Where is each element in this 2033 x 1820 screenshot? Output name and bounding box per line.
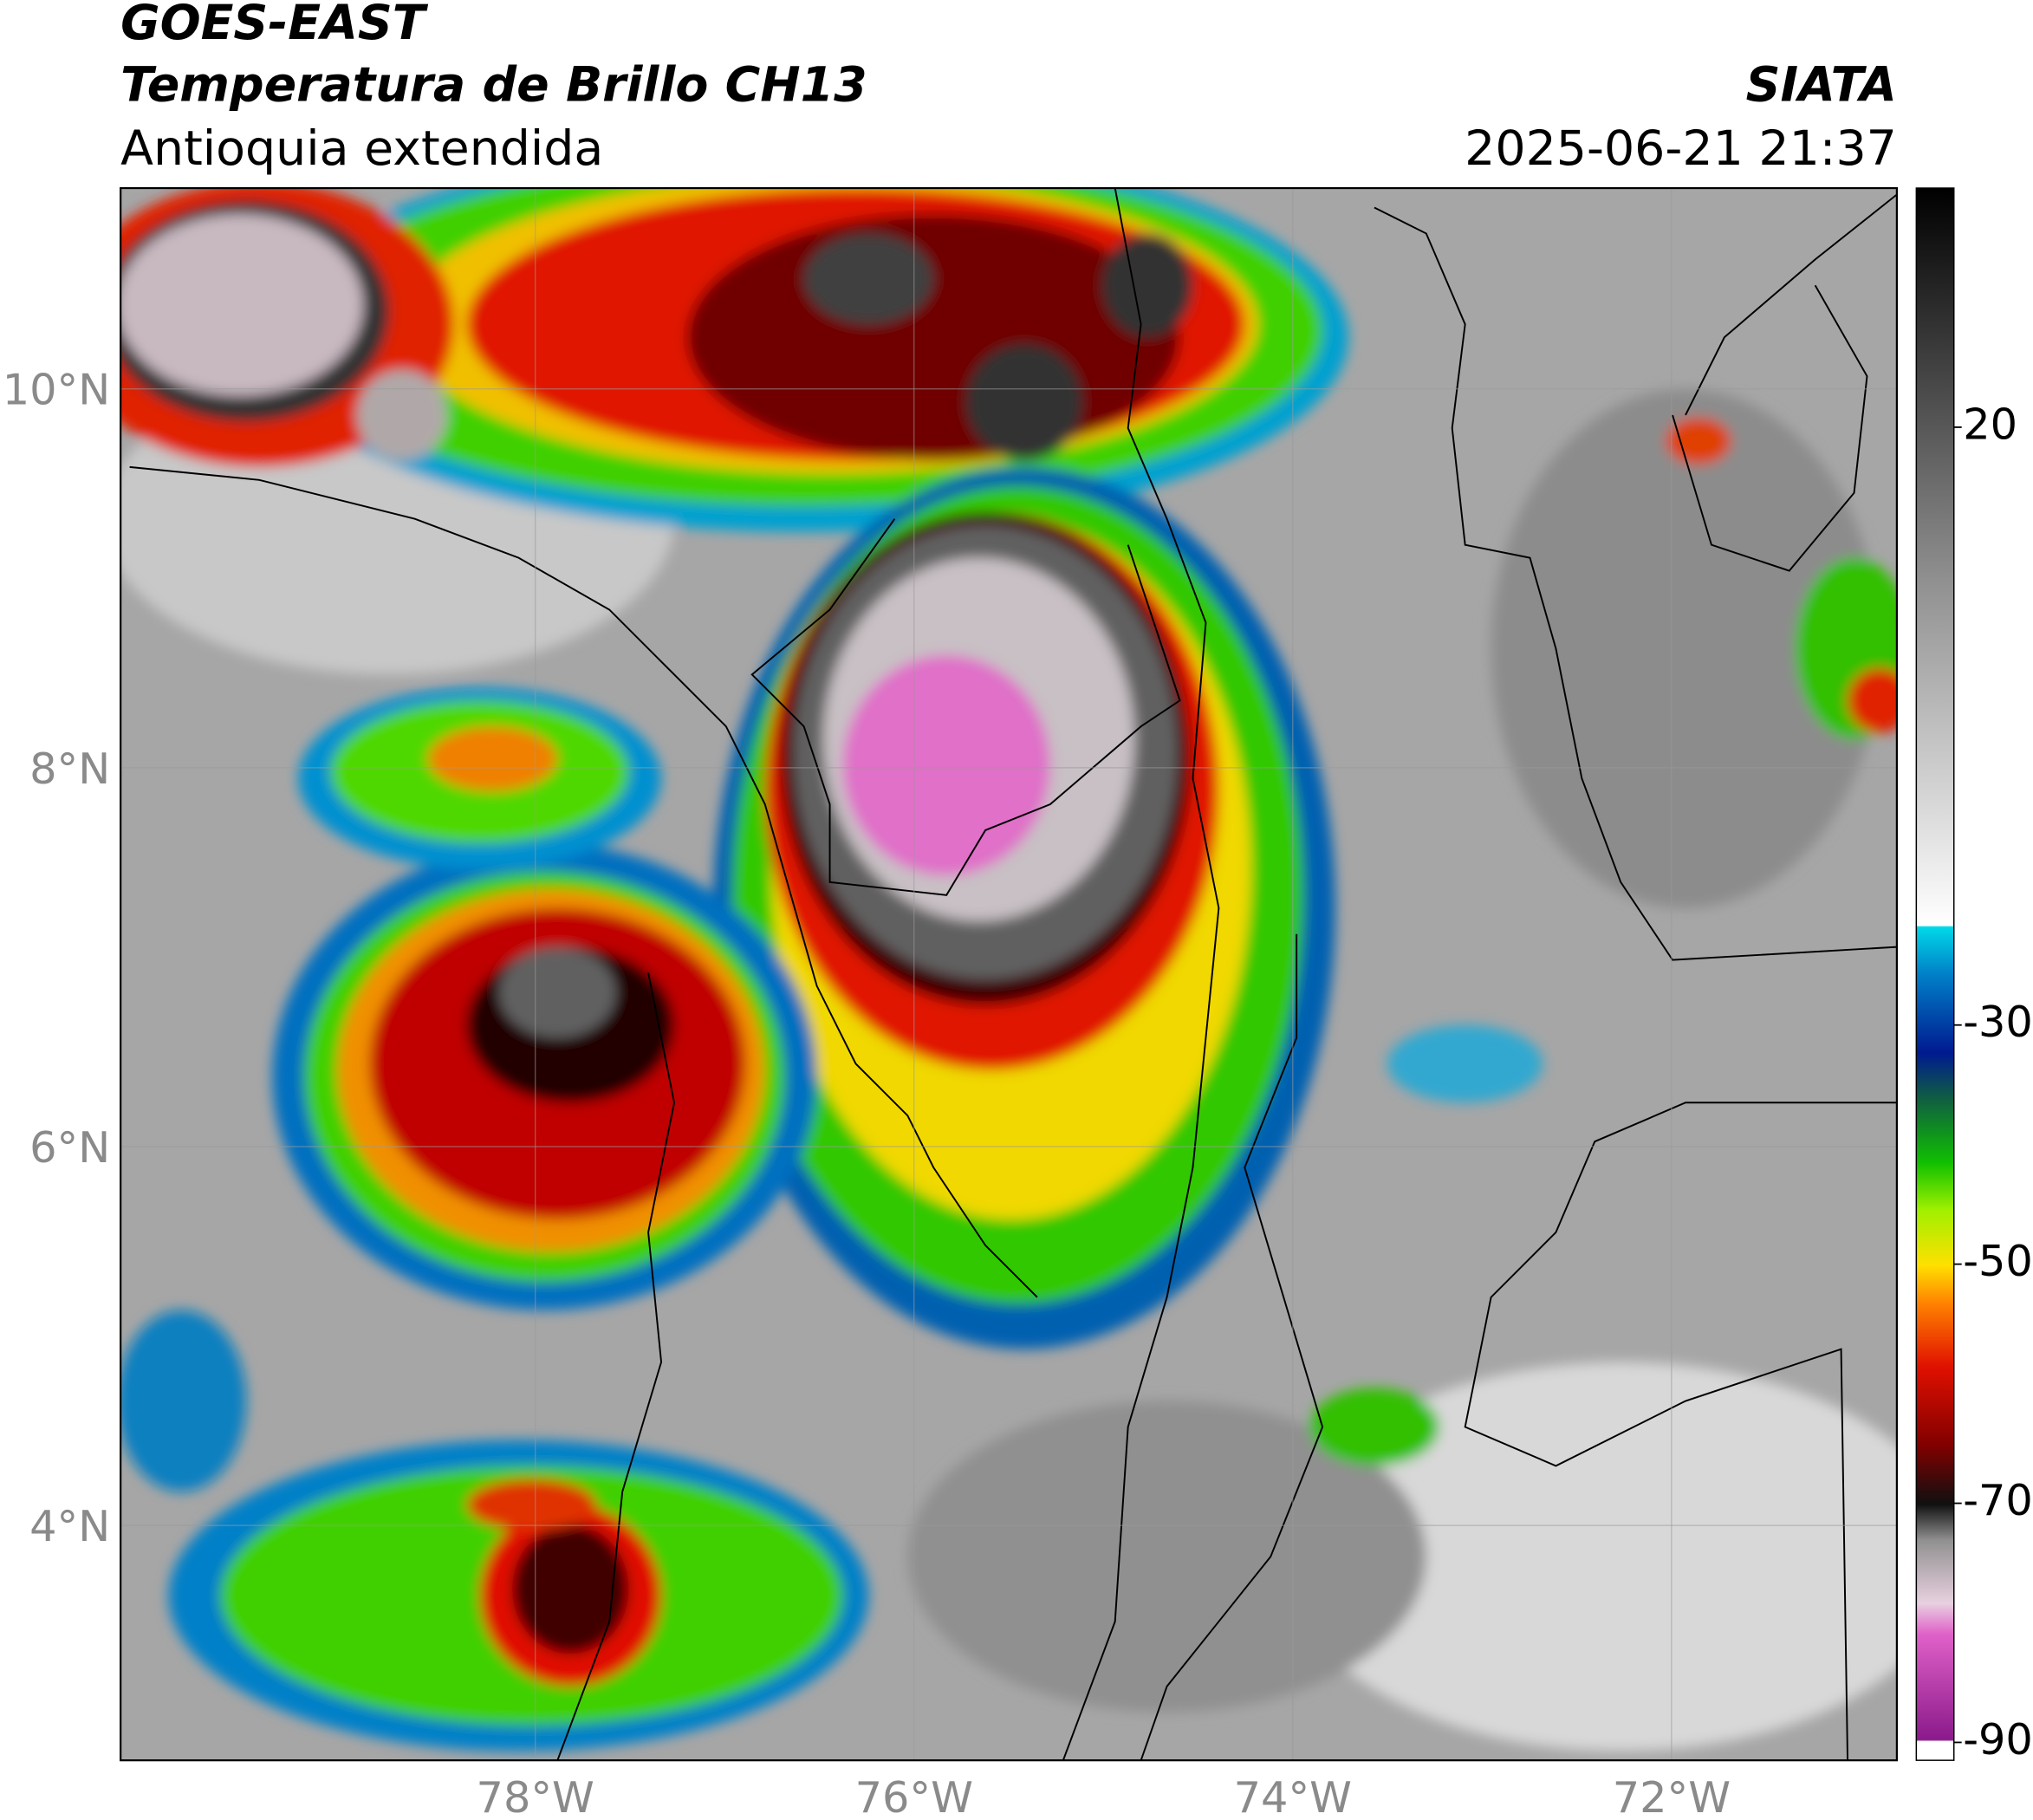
colorbar-tick-label: -70 [1963,1475,2033,1525]
y-tick-label: 10°N [3,365,110,415]
colorbar [1915,187,1955,1761]
x-tick-label: 74°W [1234,1772,1352,1820]
x-tick-label: 76°W [855,1772,973,1820]
y-tick-label: 6°N [29,1122,110,1173]
datetime: 2025-06-21 21:37 [1465,121,1897,177]
colorbar-tick-label: 20 [1963,399,2017,449]
subtitle: Temperatura de Brillo CH13 [120,58,867,114]
satellite-image [120,188,1897,1761]
map-frame [120,186,1899,1762]
y-tick-label: 8°N [29,744,110,794]
x-tick-label: 78°W [477,1772,594,1820]
region: Antioquia extendida [120,121,603,177]
source: SIATA [1746,58,1897,114]
colorbar-tick-label: -50 [1963,1236,2033,1286]
graticule [120,188,1897,1761]
x-tick-label: 72°W [1613,1772,1731,1820]
colorbar-tick-label: -30 [1963,997,2033,1047]
y-tick-label: 4°N [29,1501,110,1551]
title: GOES-EAST [120,0,429,51]
colorbar-tick-label: -90 [1963,1714,2033,1765]
